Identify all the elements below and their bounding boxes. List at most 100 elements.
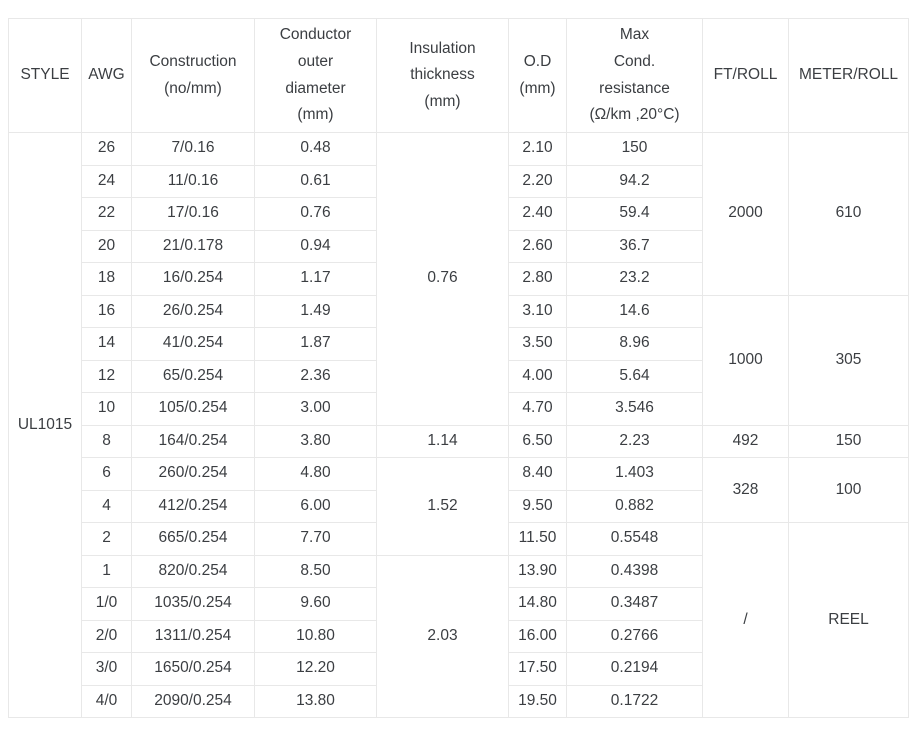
- table-cell: 16/0.254: [131, 262, 255, 296]
- table-row: 1/0 1035/0.254 9.60 14.80 0.3487: [9, 587, 909, 621]
- table-cell: 0.4398: [566, 554, 703, 588]
- table-cell: 2.23: [566, 424, 703, 458]
- column-header-construction: Construction (no/mm): [131, 18, 255, 133]
- table-cell: 0.2766: [566, 619, 703, 653]
- table-cell: 1/0: [81, 587, 132, 621]
- table-cell: 1: [81, 554, 132, 588]
- table-cell: 18: [81, 262, 132, 296]
- table-cell: 164/0.254: [131, 424, 255, 458]
- column-header-awg: AWG: [81, 18, 132, 133]
- column-header-style: STYLE: [8, 18, 82, 133]
- table-cell: 2.80: [508, 262, 567, 296]
- table-row: 2/0 1311/0.254 10.80 16.00 0.2766: [9, 619, 909, 653]
- table-row: 14 41/0.254 1.87 3.50 8.96: [9, 327, 909, 361]
- table-cell: 4.70: [508, 392, 567, 426]
- table-cell: 0.76: [254, 197, 377, 231]
- table-row: UL1015 26 7/0.16 0.48 0.76 2.10 150 2000 610: [8, 132, 909, 718]
- table-cell: 610: [788, 132, 909, 296]
- column-header-od: O.D (mm): [508, 18, 567, 133]
- table-cell: 0.5548: [566, 522, 703, 556]
- table-cell: 0.882: [566, 489, 703, 523]
- table-cell: 0.48: [254, 132, 377, 166]
- table-row: 22 17/0.16 0.76 2.40 59.4: [9, 197, 909, 231]
- table-cell: 3.00: [254, 392, 377, 426]
- table-cell: 59.4: [566, 197, 703, 231]
- table-cell: 2.10: [508, 132, 567, 166]
- table-cell: 1.52: [376, 457, 509, 556]
- table-cell: 13.90: [508, 554, 567, 588]
- table-cell: 14.80: [508, 587, 567, 621]
- table-cell: 3/0: [81, 652, 132, 686]
- table-row: 18 16/0.254 1.17 2.80 23.2: [9, 262, 909, 296]
- table-cell: 26: [81, 132, 132, 166]
- table-cell: 150: [566, 132, 703, 166]
- table-cell: 0.1722: [566, 684, 703, 718]
- table-cell: 41/0.254: [131, 327, 255, 361]
- table-cell: 2.60: [508, 229, 567, 263]
- table-cell: 8: [81, 424, 132, 458]
- table-cell: 3.546: [566, 392, 703, 426]
- table-cell: 24: [81, 164, 132, 198]
- table-cell: 150: [788, 424, 909, 458]
- column-header-ft-roll: FT/ROLL: [702, 18, 789, 133]
- table-cell: 4: [81, 489, 132, 523]
- table-cell: 2.20: [508, 164, 567, 198]
- table-row: 1 820/0.254 8.50 2.03 13.90 0.4398: [9, 554, 909, 718]
- column-header-meter-roll: METER/ROLL: [788, 18, 909, 133]
- table-cell: 2: [81, 522, 132, 556]
- table-cell: 1650/0.254: [131, 652, 255, 686]
- table-cell: 3.80: [254, 424, 377, 458]
- table-cell: 4.00: [508, 359, 567, 393]
- table-cell: 0.61: [254, 164, 377, 198]
- header-row: STYLE AWG Construction (no/mm) Conductor…: [8, 18, 909, 133]
- table-cell: 12.20: [254, 652, 377, 686]
- table-cell: 21/0.178: [131, 229, 255, 263]
- table-cell: 328: [702, 457, 789, 523]
- table-cell: 1000: [702, 294, 789, 426]
- table-cell: 11.50: [508, 522, 567, 556]
- column-header-max-resistance: Max Cond. resistance (Ω/km ,20°C): [566, 18, 703, 133]
- table-cell: 7/0.16: [131, 132, 255, 166]
- table-cell: 0.76: [376, 132, 509, 426]
- table-cell: 665/0.254: [131, 522, 255, 556]
- table-cell: 412/0.254: [131, 489, 255, 523]
- table-cell: 2/0: [81, 619, 132, 653]
- table-cell: 1.14: [376, 424, 509, 458]
- table-cell: 2090/0.254: [131, 684, 255, 718]
- table-cell: 1.403: [566, 457, 703, 491]
- table-cell: 1035/0.254: [131, 587, 255, 621]
- table-cell: UL1015: [8, 132, 82, 718]
- table-row: 4/0 2090/0.254 13.80 19.50 0.1722: [9, 684, 909, 718]
- table-cell: 19.50: [508, 684, 567, 718]
- table-row: 20 21/0.178 0.94 2.60 36.7: [9, 229, 909, 263]
- table-cell: 6: [81, 457, 132, 491]
- table-cell: REEL: [788, 522, 909, 718]
- table-cell: 492: [702, 424, 789, 458]
- table-cell: 4/0: [81, 684, 132, 718]
- table-cell: 1.87: [254, 327, 377, 361]
- table-cell: 4.80: [254, 457, 377, 491]
- spec-table-body: UL1015 26 7/0.16 0.48 0.76 2.10 150 2000 610 24 11…: [8, 132, 909, 718]
- table-cell: 100: [788, 457, 909, 523]
- wire-spec-table: STYLE AWG Construction (no/mm) Conductor…: [8, 18, 909, 718]
- table-cell: 1311/0.254: [131, 619, 255, 653]
- table-cell: 11/0.16: [131, 164, 255, 198]
- table-cell: 305: [788, 294, 909, 426]
- table-cell: 23.2: [566, 262, 703, 296]
- table-cell: 7.70: [254, 522, 377, 556]
- table-cell: 8.50: [254, 554, 377, 588]
- table-cell: /: [702, 522, 789, 718]
- table-cell: 22: [81, 197, 132, 231]
- table-cell: 1.17: [254, 262, 377, 296]
- table-cell: 2.36: [254, 359, 377, 393]
- table-cell: 820/0.254: [131, 554, 255, 588]
- table-cell: 12: [81, 359, 132, 393]
- table-row: 24 11/0.16 0.61 2.20 94.2: [9, 164, 909, 198]
- table-cell: 1.49: [254, 294, 377, 328]
- table-row: 12 65/0.254 2.36 4.00 5.64: [9, 359, 909, 393]
- table-cell: 36.7: [566, 229, 703, 263]
- table-cell: 10.80: [254, 619, 377, 653]
- table-cell: 26/0.254: [131, 294, 255, 328]
- column-header-conductor-diameter: Conductor outer diameter (mm): [254, 18, 377, 133]
